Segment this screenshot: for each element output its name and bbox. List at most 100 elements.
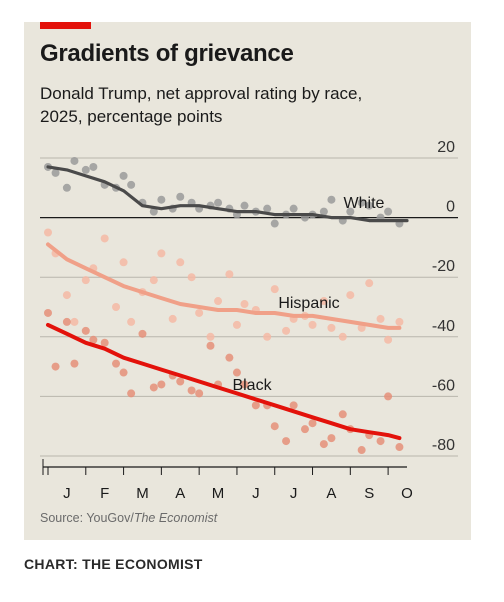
data-point-white (89, 162, 98, 171)
data-point-hispanic (346, 291, 355, 300)
data-point-white (157, 195, 166, 204)
data-point-white (384, 207, 393, 216)
x-month-label: M (212, 485, 225, 502)
data-point-hispanic (176, 258, 185, 267)
data-point-black (308, 419, 317, 428)
data-point-black (357, 446, 366, 455)
x-month-label: A (175, 485, 185, 502)
source-note: Source: YouGov/The Economist (40, 511, 217, 525)
data-point-hispanic (187, 273, 196, 282)
data-point-hispanic (62, 291, 71, 300)
data-point-black (232, 368, 241, 377)
data-point-hispanic (395, 317, 404, 326)
x-month-label: F (100, 485, 109, 502)
data-point-white (365, 201, 374, 210)
data-point-black (376, 437, 385, 446)
data-point-white (81, 165, 90, 174)
data-point-hispanic (232, 320, 241, 329)
data-point-white (119, 171, 128, 180)
data-point-black (127, 389, 136, 398)
data-point-black (89, 335, 98, 344)
series-label-hispanic: Hispanic (278, 295, 339, 312)
data-point-black (319, 440, 328, 449)
y-tick-label: 20 (437, 139, 455, 156)
x-month-label: J (252, 485, 260, 502)
data-point-white (51, 168, 60, 177)
data-point-black (270, 422, 279, 431)
data-point-hispanic (149, 276, 158, 285)
series-label-black: Black (232, 377, 272, 394)
series-label-white: White (344, 195, 385, 212)
data-point-hispanic (214, 297, 223, 306)
data-point-white (319, 207, 328, 216)
trend-line-hispanic (46, 242, 402, 330)
data-point-white (127, 180, 136, 189)
data-point-hispanic (270, 285, 279, 294)
data-point-white (357, 198, 366, 207)
data-point-hispanic (384, 335, 393, 344)
data-point-hispanic (195, 308, 204, 317)
data-point-hispanic (119, 258, 128, 267)
data-point-hispanic (282, 326, 291, 335)
data-point-black (187, 386, 196, 395)
data-point-white (270, 219, 279, 228)
y-tick-label: -20 (432, 258, 455, 275)
data-point-black (327, 434, 336, 443)
data-point-black (176, 377, 185, 386)
y-tick-label: -60 (432, 377, 455, 394)
data-point-hispanic (81, 276, 90, 285)
data-point-white (149, 207, 158, 216)
source-prefix: Source: YouGov/ (40, 511, 134, 525)
data-point-hispanic (319, 297, 328, 306)
data-point-hispanic (127, 317, 136, 326)
x-month-label: J (290, 485, 298, 502)
data-point-black (138, 329, 147, 338)
trend-line-black (46, 322, 402, 441)
y-tick-label: -80 (432, 437, 455, 454)
data-point-white (289, 204, 298, 213)
data-point-black (112, 359, 121, 368)
data-point-black (251, 401, 260, 410)
x-month-label: A (326, 485, 336, 502)
data-point-black (157, 380, 166, 389)
data-point-white (346, 207, 355, 216)
data-point-white (62, 183, 71, 192)
data-point-white (214, 198, 223, 207)
y-tick-label: 0 (446, 199, 455, 216)
chart-title: Gradients of grievance (40, 40, 294, 67)
data-point-white (176, 192, 185, 201)
data-point-black (51, 362, 60, 371)
data-point-hispanic (338, 332, 347, 341)
data-point-hispanic (327, 323, 336, 332)
data-point-white (70, 156, 79, 165)
data-point-hispanic (70, 317, 79, 326)
data-point-black (282, 437, 291, 446)
data-point-black (289, 401, 298, 410)
source-italic: The Economist (133, 511, 218, 525)
x-month-label: J (63, 485, 71, 502)
x-month-label: S (364, 485, 374, 502)
data-point-black (44, 308, 52, 317)
data-point-black (300, 425, 309, 434)
chart-panel (24, 22, 471, 540)
data-point-black (81, 326, 90, 335)
data-point-hispanic (206, 332, 215, 341)
data-point-white (240, 201, 249, 210)
y-tick-label: -40 (432, 318, 455, 335)
data-point-black (384, 392, 393, 401)
data-point-black (338, 410, 347, 419)
data-point-hispanic (44, 228, 52, 237)
data-point-hispanic (240, 300, 249, 309)
x-month-label: O (401, 485, 413, 502)
data-point-black (70, 359, 79, 368)
data-point-white (327, 195, 336, 204)
chart-credit: CHART: THE ECONOMIST (24, 556, 203, 572)
data-point-hispanic (157, 249, 166, 258)
brand-accent-bar (40, 22, 91, 29)
data-point-black (395, 443, 404, 452)
data-point-hispanic (168, 314, 177, 323)
data-point-black (62, 317, 71, 326)
data-point-hispanic (308, 320, 317, 329)
data-point-black (225, 353, 234, 362)
